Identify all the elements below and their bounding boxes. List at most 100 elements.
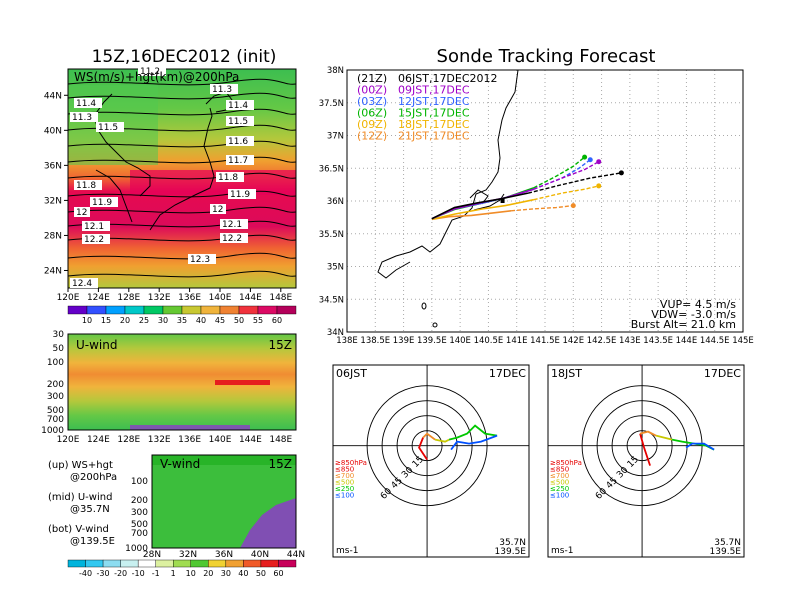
ws-colorbar-value: 40 (196, 316, 206, 325)
ws-colorbar-value: 30 (158, 316, 168, 325)
hodo-level: ≤850 (550, 466, 569, 474)
ws-contour-label-bg (90, 197, 118, 207)
track-legend-text: 09JST,17DEC (398, 84, 470, 97)
ws-colorbar-cell (105, 305, 126, 315)
u-wind-max (215, 380, 270, 385)
ws-lat-tick: 32N (44, 196, 62, 206)
ws-contour-label-bg (70, 278, 98, 288)
u-lon-tick: 136E (178, 435, 201, 445)
ws-colorbar-cell (257, 305, 278, 315)
hodo-trace (685, 442, 715, 451)
u-p-tick: 50 (53, 344, 65, 354)
wind-colorbar-cell (278, 559, 297, 568)
ws-colorbar-value: 10 (82, 316, 92, 325)
wind-colorbar-value: -20 (114, 569, 127, 578)
hodo-trace (639, 430, 657, 437)
ws-colorbar-cell (162, 305, 183, 315)
ws-lat-tick: 28N (44, 231, 62, 241)
wind-colorbar-cell (190, 559, 209, 568)
ws-contour-label: 12 (76, 208, 87, 218)
wind-colorbar-cell (260, 559, 279, 568)
ws-contour-label-bg (226, 136, 254, 146)
track-lon-tick: 138E (336, 336, 358, 346)
u-lon-tick: 128E (117, 435, 140, 445)
wind-colorbar-cell (173, 559, 191, 568)
track-lon-tick: 139E (393, 336, 415, 346)
track-bg (347, 70, 743, 332)
wind-colorbar-cell (120, 559, 139, 568)
wind-colorbar-value: 10 (186, 569, 196, 578)
ws-colorbar-value: 55 (253, 316, 263, 325)
track-line-solid (431, 192, 529, 220)
hodo-level: ≤700 (335, 472, 354, 480)
ws-contour-label-bg (188, 254, 216, 264)
track-legend-code: (21Z) (357, 72, 387, 85)
track-lat-tick: 36.5N (319, 164, 344, 174)
hodo-level: ≤250 (335, 485, 354, 493)
track-legend-code: (12Z) (357, 130, 387, 143)
hodo-lon: 139.5E (495, 547, 527, 557)
ws-contour-label-bg (138, 66, 166, 76)
u-wind-ground (130, 425, 250, 430)
wind-colorbar-cell (137, 559, 156, 568)
track-lon-tick: 143.5E (643, 336, 673, 346)
wind-colorbar-value: -40 (79, 569, 92, 578)
track-lon-tick: 141E (506, 336, 528, 346)
burst-marker (500, 199, 505, 203)
track-legend-code: (00Z) (357, 84, 387, 97)
track-end-point (618, 170, 624, 176)
track-lat-tick: 38N (327, 66, 344, 76)
ws-colorbar-cell (238, 305, 259, 315)
track-lat-tick: 35N (327, 263, 344, 273)
japan-coast (93, 91, 233, 231)
hodo-level: ≤500 (550, 479, 569, 487)
u-lon-tick: 144E (239, 435, 262, 445)
ws-contour-label: 12.1 (222, 220, 242, 230)
track-lon-tick: 142E (562, 336, 584, 346)
ws-contour-label: 12.3 (190, 255, 210, 265)
ws-contour-line (67, 190, 297, 198)
wind-colorbar-cell (243, 559, 262, 568)
v-wind-time: 15Z (269, 457, 293, 471)
ws-contour-label-bg (226, 100, 254, 110)
track-line-dashed (533, 156, 586, 189)
ws-contour-line (67, 156, 297, 164)
track-lat-tick: 36N (327, 197, 344, 207)
param-vdw: VDW= -3.0 m/s (651, 308, 736, 321)
track-end-point (596, 159, 602, 165)
hodo-unit: ms-1 (551, 546, 573, 556)
ws-contour-line (67, 252, 297, 260)
ws-colorbar-cell (276, 305, 297, 315)
track-line-dashed (527, 172, 622, 194)
v-lat-tick: 32N (179, 550, 197, 560)
note-bot: (bot) V-wind (48, 524, 109, 535)
hodo-frame (332, 364, 530, 558)
ws-contour-label: 11.2 (140, 67, 160, 77)
v-lat-tick: 36N (215, 550, 233, 560)
track-end-point (582, 154, 588, 160)
wind-colorbar-value: -30 (97, 569, 110, 578)
hodo-level: ≤850 (335, 466, 354, 474)
ws-contour-label: 11.5 (98, 123, 118, 133)
ws-contour-label: 11.8 (218, 173, 238, 183)
ws-contour-label: 11.8 (76, 181, 96, 191)
hodo-time: 18JST (551, 367, 582, 380)
track-lat-tick: 35.5N (319, 230, 344, 240)
ws-lat-tick: 44N (44, 91, 62, 101)
track-lon-tick: 139.5E (417, 336, 447, 346)
panel-notes: (up) WS+hgt @200hPa (mid) U-wind @35.7N … (48, 460, 117, 547)
v-p-tick: 200 (131, 496, 148, 506)
ws-contour-label-bg (220, 219, 248, 229)
note-mid2: @35.7N (70, 504, 110, 515)
track-lon-tick: 140.5E (474, 336, 504, 346)
v-wind-label: V-wind (160, 457, 200, 471)
wind-colorbar-value: 1 (171, 569, 176, 578)
track-bay (469, 189, 489, 205)
wind-colorbar-value: 30 (221, 569, 231, 578)
hodo-level: ≤100 (550, 492, 569, 500)
ws-colorbar-cell (143, 305, 164, 315)
v-p-tick: 700 (131, 529, 148, 539)
track-ticks: 138E 138.5E 139E 139.5E 140E 140.5E 141E 141.5E… (319, 66, 754, 346)
wind-colorbar-value: 20 (203, 569, 213, 578)
